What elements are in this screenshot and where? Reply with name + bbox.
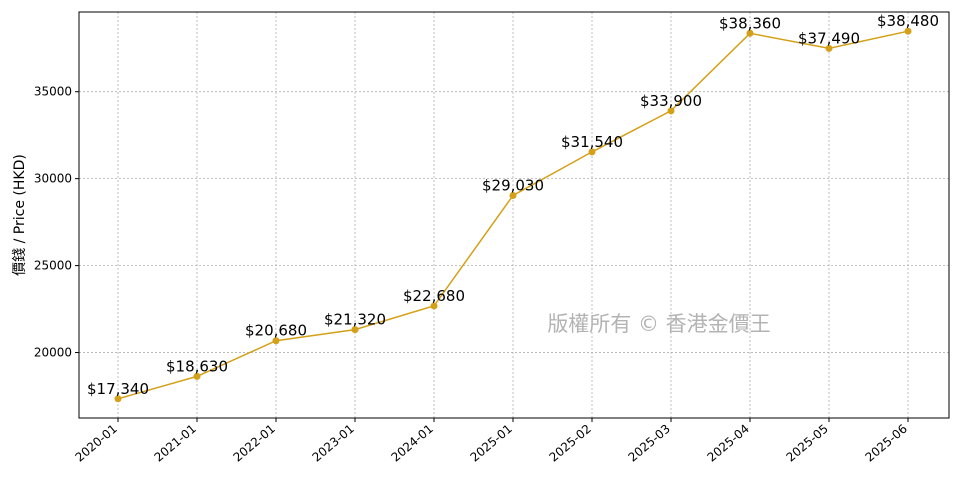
- y-tick-label: 35000: [34, 85, 72, 99]
- x-tick-label: 2025-06: [863, 422, 910, 465]
- plot-frame: [78, 11, 950, 419]
- data-points: [114, 27, 912, 403]
- watermark-text: 版權所有 © 香港金價王: [547, 312, 770, 336]
- data-labels: $17,340 $18,630 $20,680 $21,320 $22,680 $29,0…: [87, 12, 939, 398]
- x-tick-label: 2023-01: [310, 422, 357, 465]
- data-label: $38,360: [719, 14, 781, 32]
- data-point: [667, 107, 675, 115]
- x-tick-label: 2025-01: [468, 422, 515, 465]
- data-label: $33,900: [640, 92, 702, 110]
- data-point: [588, 148, 596, 156]
- x-tick-label: 2025-05: [784, 422, 831, 465]
- data-point: [272, 337, 280, 345]
- x-axis: 2020-01 2021-01 2022-01 2023-01 2024-01 2025-…: [73, 418, 910, 465]
- data-label: $22,680: [403, 287, 465, 305]
- data-label: $38,480: [877, 12, 939, 30]
- data-point: [193, 372, 201, 380]
- data-point: [114, 395, 122, 403]
- data-point: [825, 44, 833, 52]
- data-label: $37,490: [798, 29, 860, 47]
- data-point: [746, 29, 754, 37]
- x-tick-label: 2025-03: [626, 422, 673, 465]
- y-axis-title: 價錢 / Price (HKD): [11, 154, 28, 276]
- y-axis: 20000 25000 30000 35000: [34, 85, 79, 360]
- data-point: [430, 302, 438, 310]
- y-tick-label: 30000: [34, 172, 72, 186]
- data-label: $29,030: [482, 177, 544, 195]
- data-label: $17,340: [87, 380, 149, 398]
- data-point: [351, 326, 359, 334]
- x-tick-label: 2024-01: [389, 422, 436, 465]
- x-tick-label: 2022-01: [231, 422, 278, 465]
- data-label: $20,680: [245, 322, 307, 340]
- y-tick-label: 25000: [34, 259, 72, 273]
- x-tick-label: 2025-02: [547, 422, 594, 465]
- y-tick-label: 20000: [34, 346, 72, 360]
- data-label: $21,320: [324, 311, 386, 329]
- data-point: [904, 27, 912, 35]
- x-tick-label: 2020-01: [73, 422, 120, 465]
- data-label: $31,540: [561, 133, 623, 151]
- grid: [79, 12, 949, 418]
- x-tick-label: 2025-04: [705, 422, 752, 465]
- data-point: [509, 192, 517, 200]
- series-line: [117, 30, 909, 400]
- data-label: $18,630: [166, 357, 228, 375]
- x-tick-label: 2021-01: [152, 422, 199, 465]
